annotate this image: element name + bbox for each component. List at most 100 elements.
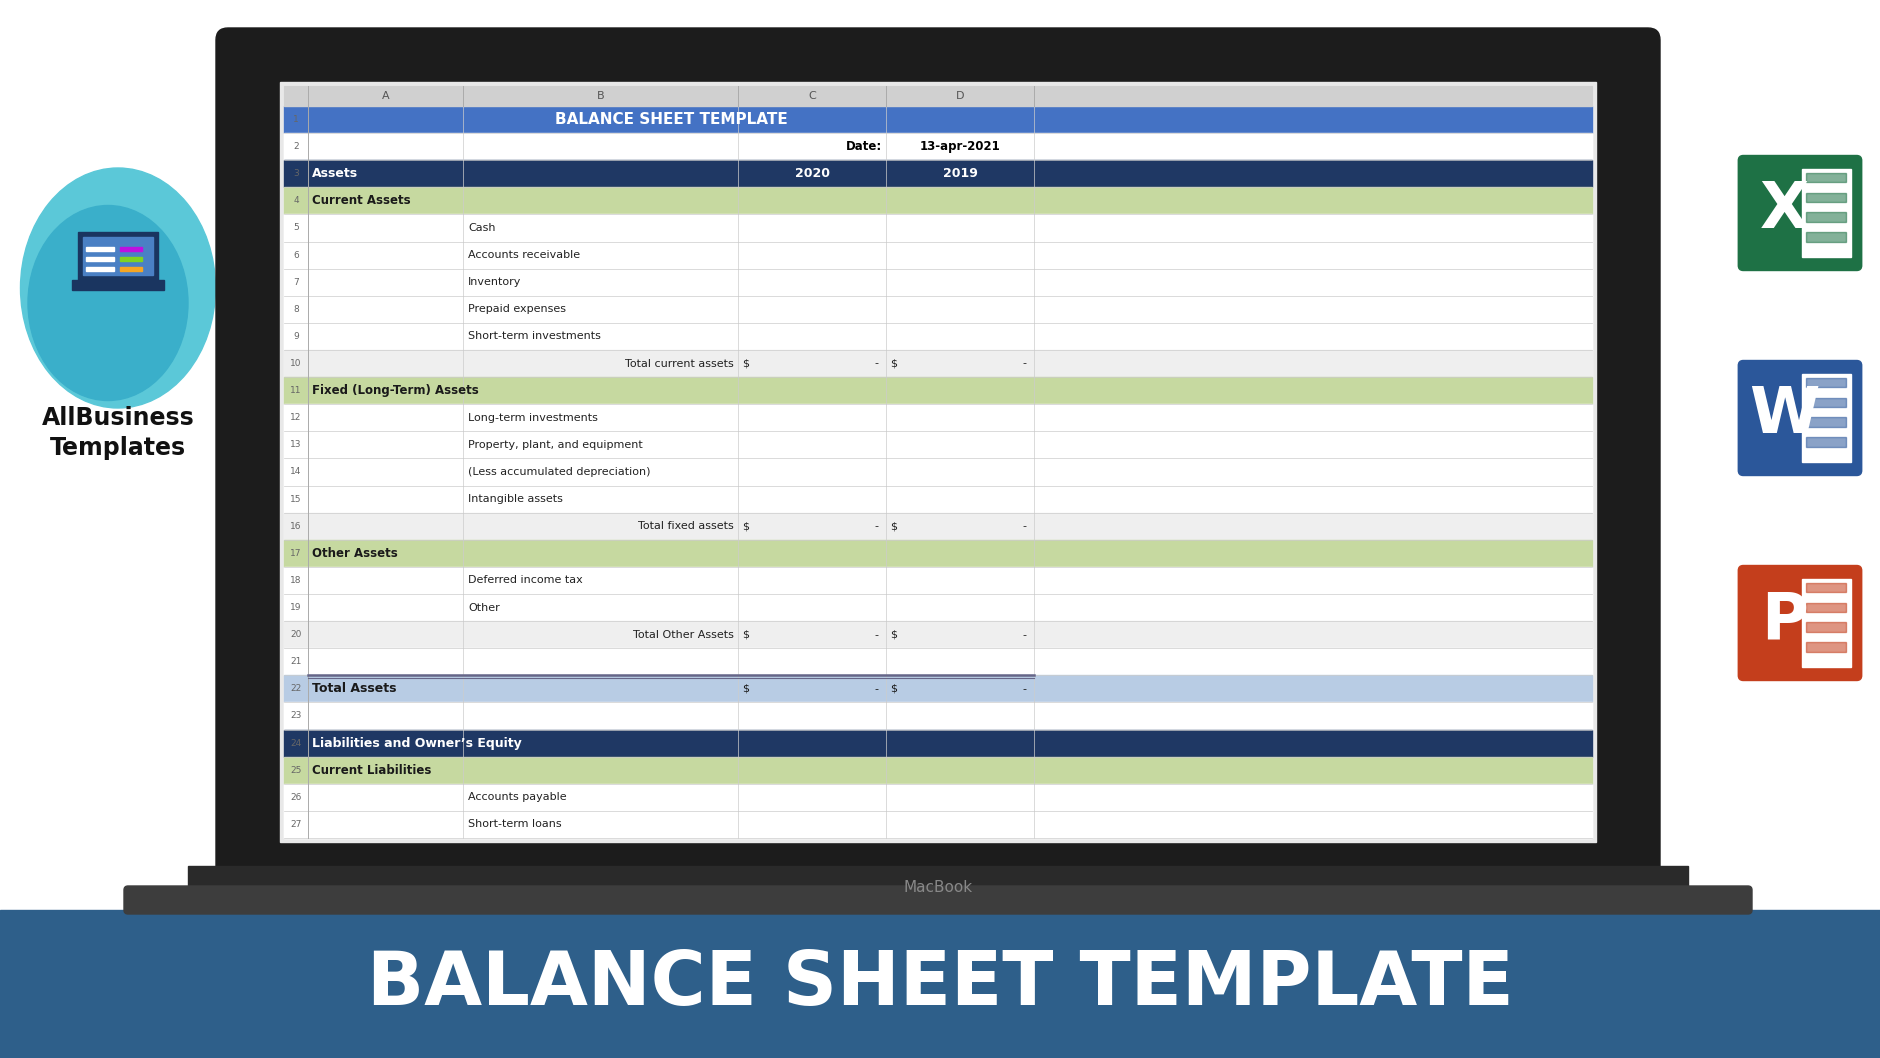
Text: -: - (1021, 683, 1025, 694)
Text: 4: 4 (293, 197, 299, 205)
Text: Long-term investments: Long-term investments (468, 413, 598, 423)
Bar (1805, 642, 1844, 652)
Text: 9: 9 (293, 332, 299, 341)
Bar (1805, 418, 1844, 427)
Text: (Less accumulated depreciation): (Less accumulated depreciation) (468, 467, 650, 477)
Text: 8: 8 (293, 305, 299, 314)
Text: Prepaid expenses: Prepaid expenses (468, 305, 566, 314)
FancyBboxPatch shape (216, 28, 1660, 892)
Text: BALANCE SHEET TEMPLATE: BALANCE SHEET TEMPLATE (367, 948, 1513, 1021)
Bar (120, 267, 141, 271)
Text: $: $ (741, 630, 748, 640)
Bar (284, 269, 1590, 296)
Text: 20: 20 (290, 631, 301, 639)
Text: 27: 27 (290, 820, 301, 829)
Bar (284, 703, 1590, 730)
Text: 2019: 2019 (942, 167, 978, 180)
Bar (284, 567, 1590, 594)
Text: MacBook: MacBook (902, 880, 972, 895)
Text: Current Liabilities: Current Liabilities (312, 764, 431, 777)
Bar (284, 810, 1590, 838)
Bar (1805, 398, 1844, 407)
Bar (284, 513, 1590, 540)
Bar (86, 257, 115, 261)
Text: 22: 22 (290, 685, 301, 693)
Text: 11: 11 (290, 386, 301, 396)
Bar (1801, 373, 1850, 462)
Bar (86, 247, 115, 251)
Text: 6: 6 (293, 251, 299, 259)
Bar (284, 377, 1590, 404)
Text: -: - (1021, 522, 1025, 531)
Bar (1805, 583, 1844, 592)
Bar (284, 241, 1590, 269)
Bar (284, 675, 1590, 703)
Text: $: $ (741, 522, 748, 531)
FancyBboxPatch shape (124, 886, 1750, 914)
Bar (284, 486, 1590, 513)
Text: C: C (808, 91, 816, 101)
Bar (0, 910, 1880, 1058)
Bar (1801, 579, 1850, 668)
Text: Other: Other (468, 603, 500, 613)
Text: Accounts receivable: Accounts receivable (468, 250, 579, 260)
Text: -: - (874, 683, 878, 694)
Bar (1805, 213, 1844, 222)
Bar (284, 187, 1590, 215)
Text: D: D (955, 91, 964, 101)
Text: 24: 24 (290, 738, 301, 748)
Bar (1805, 378, 1844, 387)
Text: Total Other Assets: Total Other Assets (634, 630, 733, 640)
Bar (284, 133, 1590, 160)
Text: BALANCE SHEET TEMPLATE: BALANCE SHEET TEMPLATE (555, 112, 788, 127)
Bar (284, 730, 1590, 756)
Bar (284, 621, 1590, 649)
Text: $: $ (741, 359, 748, 368)
Text: Fixed (Long-Term) Assets: Fixed (Long-Term) Assets (312, 384, 479, 397)
Bar (284, 458, 1590, 486)
Bar (120, 257, 141, 261)
Bar (284, 86, 1590, 106)
Text: B: B (596, 91, 603, 101)
Text: $: $ (889, 522, 897, 531)
Bar (284, 432, 1590, 458)
Text: Total Assets: Total Assets (312, 682, 397, 695)
Text: 10: 10 (290, 359, 301, 368)
Text: Short-term investments: Short-term investments (468, 331, 600, 342)
Bar (284, 296, 1590, 323)
FancyBboxPatch shape (1737, 565, 1861, 680)
Text: 2020: 2020 (793, 167, 829, 180)
Text: Cash: Cash (468, 223, 494, 233)
Bar (188, 867, 1686, 896)
Bar (120, 247, 141, 251)
Bar (284, 160, 1590, 187)
Text: 13-apr-2021: 13-apr-2021 (919, 140, 1000, 153)
Text: 26: 26 (290, 792, 301, 802)
Text: 12: 12 (290, 414, 301, 422)
Text: Assets: Assets (312, 167, 357, 180)
Text: 3: 3 (293, 169, 299, 179)
Text: 23: 23 (290, 711, 301, 720)
Text: $: $ (889, 359, 897, 368)
Bar (1805, 172, 1844, 182)
Bar (284, 756, 1590, 784)
Ellipse shape (28, 205, 188, 401)
Bar (86, 267, 115, 271)
Bar (71, 280, 164, 290)
Text: W: W (1748, 384, 1818, 446)
Text: X: X (1758, 180, 1809, 241)
Text: Property, plant, and equipment: Property, plant, and equipment (468, 440, 643, 450)
Text: Liabilities and Owner’s Equity: Liabilities and Owner’s Equity (312, 736, 521, 750)
Text: 1: 1 (293, 115, 299, 124)
Text: P: P (1760, 589, 1807, 652)
Text: 21: 21 (290, 657, 301, 667)
Text: 14: 14 (290, 468, 301, 476)
Text: -: - (874, 630, 878, 640)
Text: -: - (1021, 630, 1025, 640)
Bar (284, 404, 1590, 432)
Text: 2: 2 (293, 142, 299, 151)
Text: -: - (874, 359, 878, 368)
Text: Date:: Date: (846, 140, 882, 153)
Text: -: - (1021, 359, 1025, 368)
Text: A: A (382, 91, 389, 101)
